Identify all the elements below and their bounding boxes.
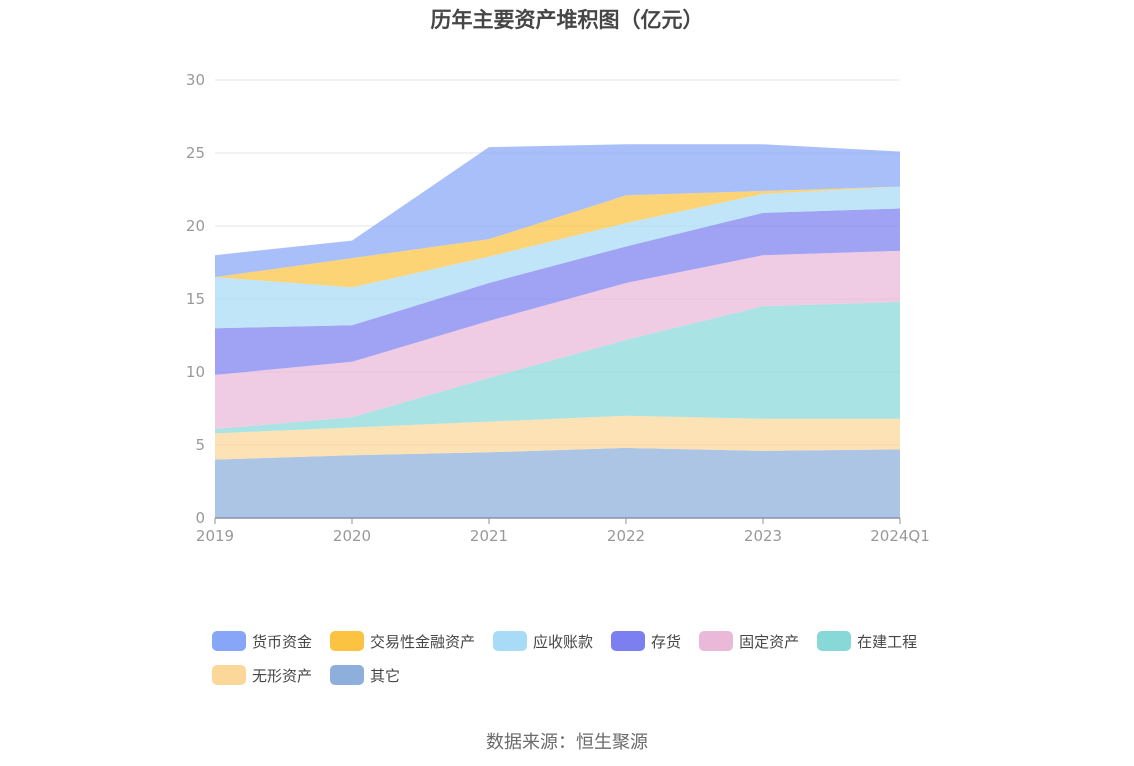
legend-label: 存货 (651, 632, 682, 651)
y-tick-label: 20 (186, 217, 205, 235)
area-series (215, 208, 900, 375)
y-tick-label: 10 (186, 363, 205, 381)
x-tick-label: 2023 (744, 527, 782, 545)
x-tick-label: 2024Q1 (870, 527, 930, 545)
chart-legend: 货币资金 交易性金融资产 应收账款 存货 固定资产 在建工程无形资产 其它 (212, 630, 952, 686)
area-series (215, 301, 900, 434)
chart-title: 历年主要资产堆积图（亿元） (430, 8, 704, 32)
legend-label: 应收账款 (533, 632, 594, 651)
stacked-area-chart: 0 5 10 15 20 25 30 2019 2020 2021 2022 2023 2024Q1 (186, 71, 930, 545)
legend-swatch (330, 631, 365, 651)
area-series (215, 250, 900, 429)
legend-item[interactable]: 其它 (330, 664, 400, 686)
legend-item[interactable]: 固定资产 (699, 630, 799, 652)
x-tick-label: 2022 (607, 527, 645, 545)
legend-swatch (330, 665, 365, 685)
legend-item[interactable]: 存货 (611, 630, 681, 652)
legend-swatch (212, 665, 246, 685)
legend-swatch (699, 631, 734, 651)
legend-label: 固定资产 (739, 632, 800, 651)
area-series (215, 186, 900, 288)
legend-item[interactable]: 交易性金融资产 (330, 630, 475, 652)
x-tick-label: 2019 (196, 527, 234, 545)
legend-label: 交易性金融资产 (370, 632, 476, 651)
y-tick-label: 15 (186, 290, 205, 308)
legend-item[interactable]: 应收账款 (493, 630, 593, 652)
legend-swatch (611, 631, 646, 651)
y-tick-label: 0 (195, 509, 205, 527)
legend-item[interactable]: 货币资金 (212, 630, 312, 652)
area-series (215, 447, 900, 518)
data-source-note: 数据来源：恒生聚源 (486, 732, 648, 753)
legend-item[interactable]: 在建工程 (817, 630, 917, 652)
y-tick-label: 30 (186, 71, 205, 89)
area-series (215, 186, 900, 329)
legend-label: 货币资金 (252, 632, 313, 651)
legend-label: 无形资产 (252, 666, 313, 685)
area-series (215, 144, 900, 278)
legend-swatch (493, 631, 528, 651)
y-tick-label: 5 (195, 436, 205, 454)
y-tick-label: 25 (186, 144, 205, 162)
x-tick-label: 2021 (470, 527, 508, 545)
legend-label: 在建工程 (857, 632, 918, 651)
area-series (215, 415, 900, 460)
legend-item[interactable]: 无形资产 (212, 664, 312, 686)
legend-label: 其它 (370, 666, 401, 685)
x-tick-label: 2020 (333, 527, 371, 545)
legend-swatch (817, 631, 852, 651)
legend-swatch (212, 631, 246, 651)
